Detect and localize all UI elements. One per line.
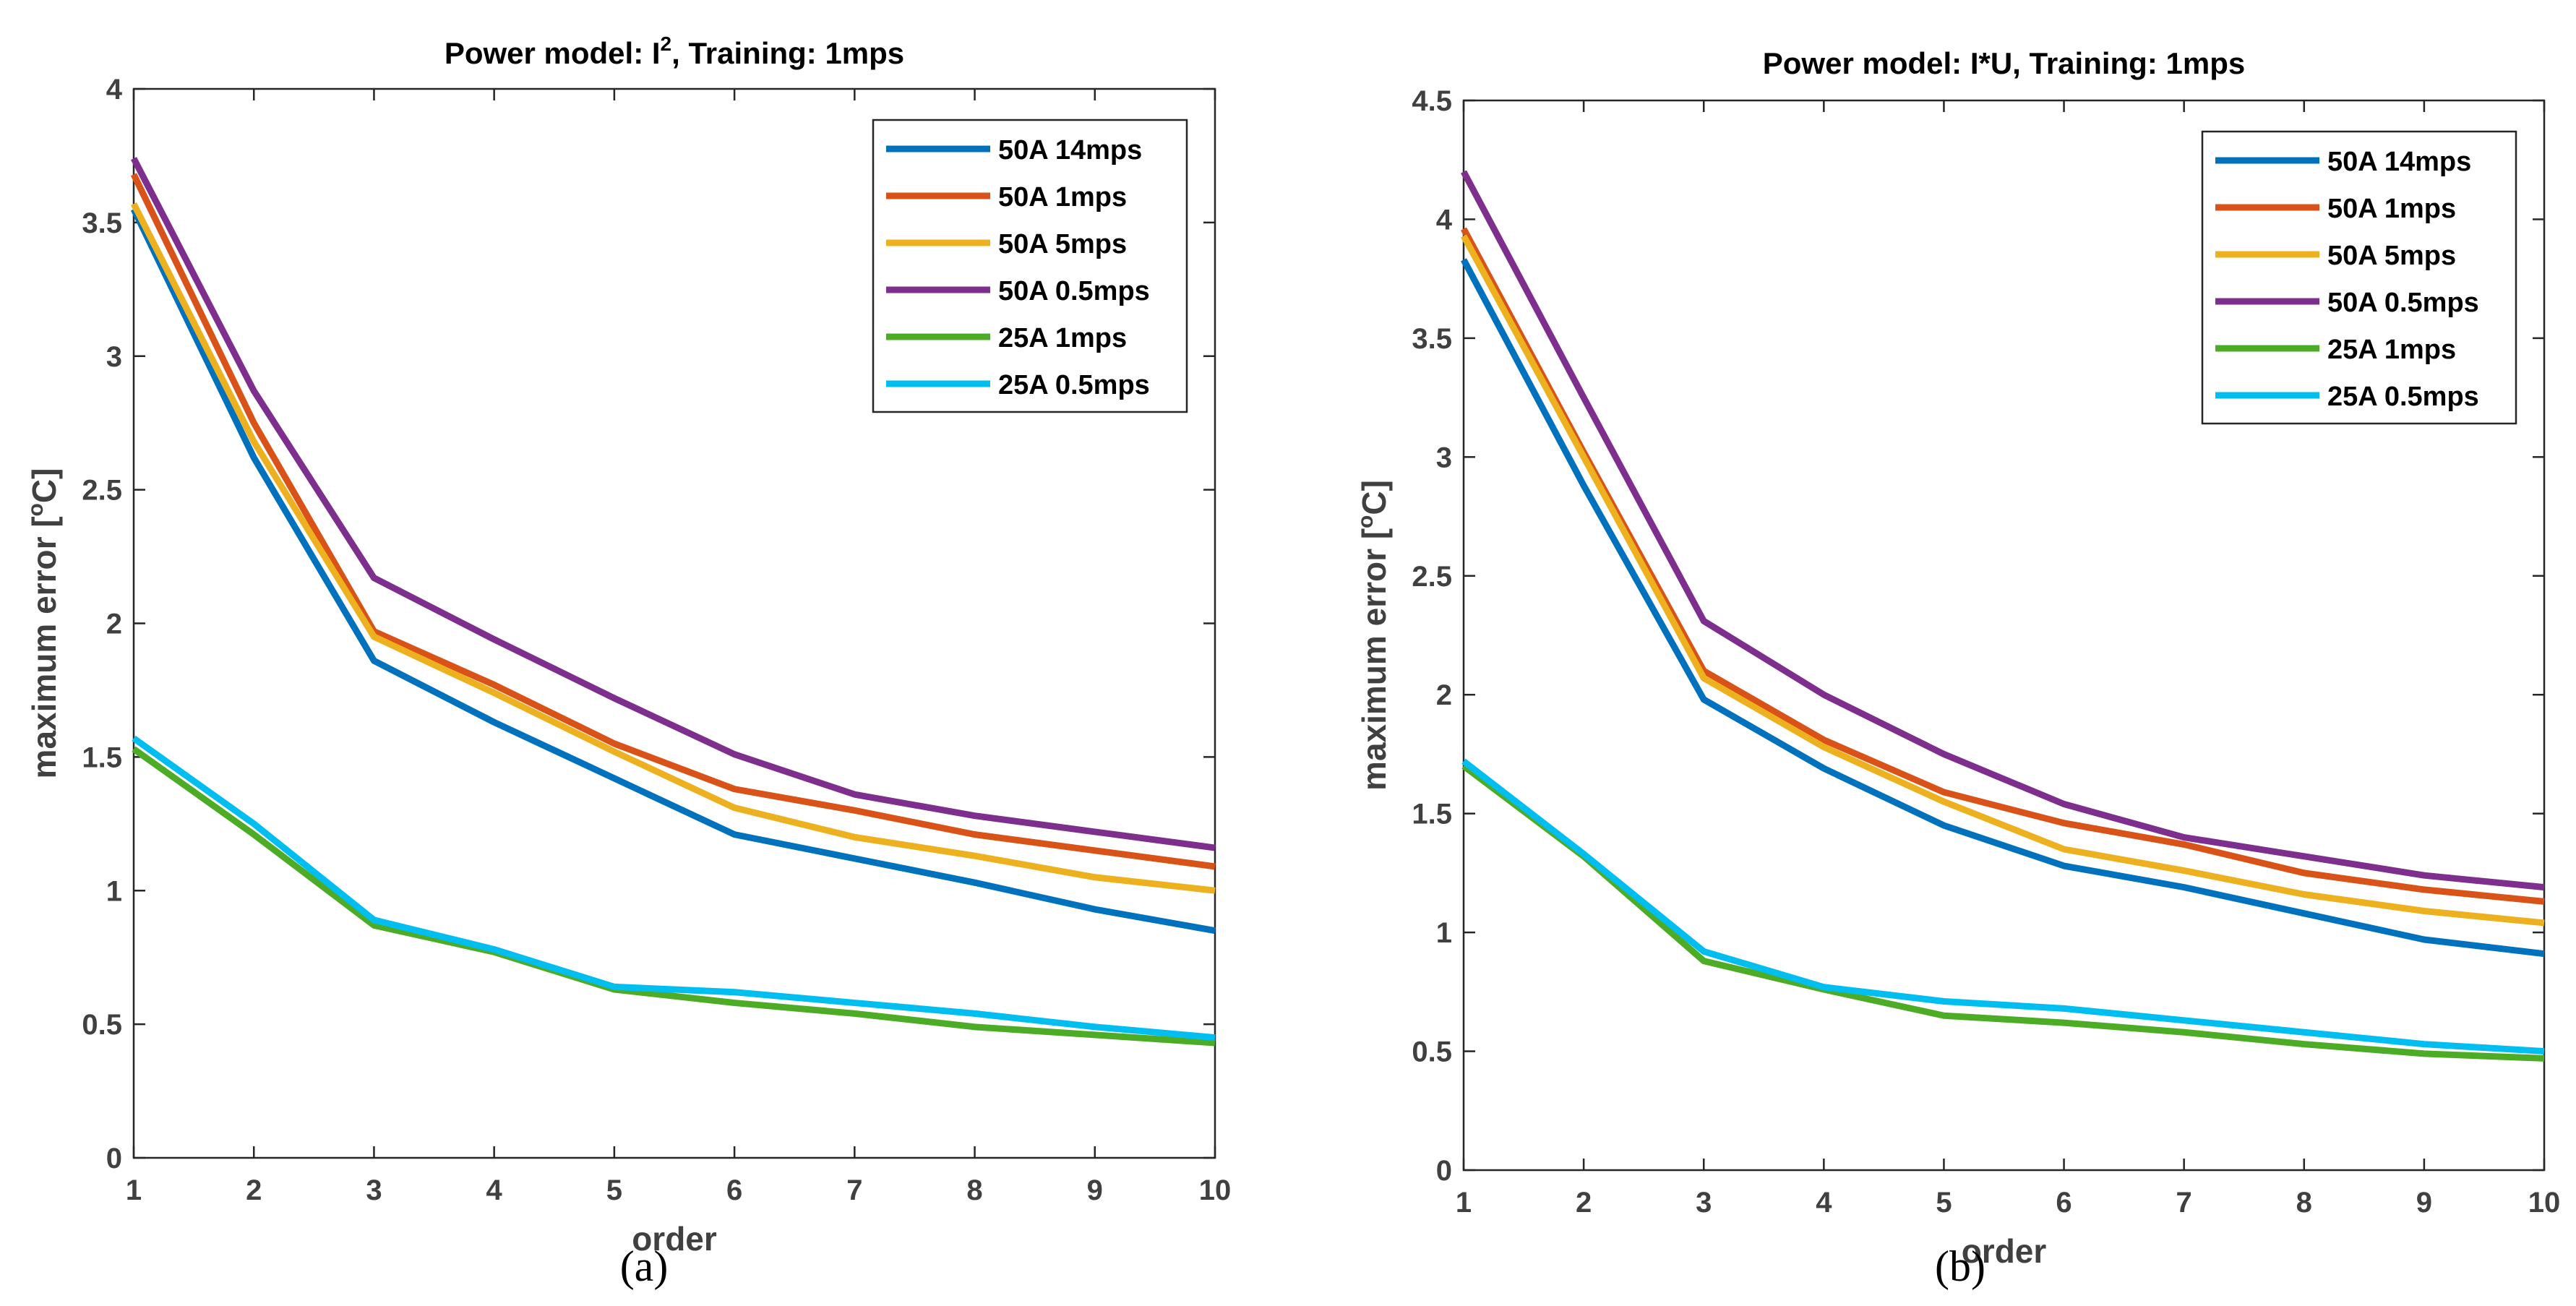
series-line-25a-1mps [1461,763,2545,1062]
y-tick-label: 2 [106,609,122,640]
chart-title-main: Power model: I*U, Training: 1mps [1763,46,2245,80]
x-tick-label: 9 [2416,1187,2432,1219]
legend-item: 25A 0.5mps [886,370,1150,400]
legend-item: 50A 14mps [886,135,1142,166]
x-tick-label: 9 [1087,1174,1103,1206]
y-axis-label-rest: C] [1355,480,1393,515]
y-axis-label-main: maximum error [ [25,516,63,778]
series-line-50a-1mps [130,173,1216,870]
x-tick-label: 3 [1696,1187,1712,1219]
chart-title-rest: , Training: 1mps [671,36,904,70]
x-axis-label: order [632,1220,717,1258]
chart-title-superscript: 2 [661,33,672,55]
legend-item: 25A 0.5mps [2215,382,2479,412]
series-line-50a-0-5mps [131,157,1216,851]
x-tick-label: 5 [606,1174,622,1206]
legend-label: 50A 5mps [998,229,1127,259]
x-tick-label: 7 [2176,1187,2192,1219]
legend-item: 50A 0.5mps [2215,288,2479,318]
x-tick-label: 8 [2296,1187,2312,1219]
series-line-50a-5mps [130,202,1216,894]
figure-caption: (a) [620,1242,669,1290]
x-tick-label: 4 [1816,1187,1832,1219]
x-tick-label: 6 [726,1174,742,1206]
y-tick-label: 2.5 [82,475,122,507]
y-tick-label: 4 [106,74,123,106]
y-tick-label: 1 [106,875,122,907]
x-tick-label: 1 [1456,1187,1472,1219]
y-axis-label-superscript: o [24,503,48,516]
legend-item: 25A 1mps [2215,335,2456,365]
y-tick-label: 0 [106,1143,122,1174]
chart-title-main: Power model: I [445,36,661,70]
y-tick-label: 0.5 [1412,1036,1452,1068]
series-line-50a-0-5mps [1461,170,2545,891]
y-tick-label: 1.5 [82,742,122,773]
series-line-50a-14mps [1461,258,2545,958]
legend-item: 50A 14mps [2215,147,2471,177]
y-tick-label: 2.5 [1412,561,1452,593]
y-tick-label: 3.5 [82,207,122,239]
y-tick-label: 1 [1436,917,1452,949]
y-tick-label: 0 [1436,1155,1452,1187]
legend-item: 50A 0.5mps [886,276,1150,306]
legend-label: 50A 5mps [2327,241,2456,271]
y-tick-label: 0.5 [82,1009,122,1041]
legend-label: 50A 0.5mps [998,276,1150,306]
series-line-50a-5mps [1461,234,2545,927]
legend-item: 50A 1mps [2215,194,2456,224]
legend-label: 50A 1mps [998,182,1127,212]
x-tick-label: 2 [246,1174,262,1206]
legend-label: 50A 14mps [998,135,1142,166]
legend: 50A 14mps 50A 1mps 50A 5mps 50A 0.5mps 25A 1… [872,119,1188,413]
y-axis-label-main: maximum error [ [1355,528,1393,791]
y-axis-label: maximum error [oC] [1354,480,1393,791]
x-tick-label: 8 [966,1174,982,1206]
x-tick-label: 10 [1199,1174,1232,1206]
chart-title: Power model: I*U, Training: 1mps [1763,46,2245,80]
legend-label: 25A 0.5mps [2327,382,2479,412]
series-line-25a-1mps [132,746,1216,1047]
series-line-50a-14mps [130,207,1216,935]
y-axis-label-rest: C] [25,468,63,504]
x-tick-label: 4 [486,1174,503,1206]
legend-box [2201,130,2517,425]
x-tick-label: 7 [846,1174,862,1206]
y-tick-label: 1.5 [1412,799,1452,830]
x-tick-label: 10 [2528,1187,2561,1219]
figure-caption: (b) [1935,1242,1985,1290]
legend-item: 50A 1mps [886,182,1127,212]
legend-label: 25A 0.5mps [998,370,1150,400]
y-tick-label: 4.5 [1412,85,1452,117]
x-tick-label: 6 [2056,1187,2071,1219]
legend-label: 50A 1mps [2327,194,2456,224]
y-tick-label: 3 [106,341,122,373]
x-axis-label: order [1962,1232,2047,1270]
legend: 50A 14mps 50A 1mps 50A 5mps 50A 0.5mps 25A 1… [2201,130,2517,425]
x-tick-label: 1 [126,1174,142,1206]
legend-label: 50A 0.5mps [2327,288,2479,318]
y-tick-label: 4 [1436,204,1453,236]
legend-item: 25A 1mps [886,323,1127,353]
x-tick-label: 3 [366,1174,382,1206]
y-tick-label: 2 [1436,679,1452,711]
y-tick-label: 3 [1436,442,1452,473]
legend-item: 50A 5mps [2215,241,2456,271]
y-tick-label: 3.5 [1412,323,1452,355]
legend-box [872,119,1188,413]
y-axis-label: maximum error [oC] [24,468,63,779]
x-tick-label: 2 [1576,1187,1592,1219]
legend-item: 50A 5mps [886,229,1127,259]
chart-b: 1 2 3 4 5 6 7 8 9 10 0 0.5 1 1.5 2 2.5 3 3.5 4 4.5 Power mod… [1354,46,2560,1270]
series-line-25a-0-5mps [132,735,1216,1041]
y-axis-label-superscript: o [1354,515,1378,528]
x-tick-label: 5 [1936,1187,1952,1219]
legend-label: 25A 1mps [998,323,1127,353]
legend-label: 25A 1mps [2327,335,2456,365]
chart-a: 1 2 3 4 5 6 7 8 9 10 0 0.5 1 1.5 2 2.5 3 3.5 4 Power model:… [24,33,1231,1258]
chart-title: Power model: I2, Training: 1mps [445,33,904,70]
legend-label: 50A 14mps [2327,147,2471,177]
series-line-25a-0-5mps [1461,758,2545,1055]
